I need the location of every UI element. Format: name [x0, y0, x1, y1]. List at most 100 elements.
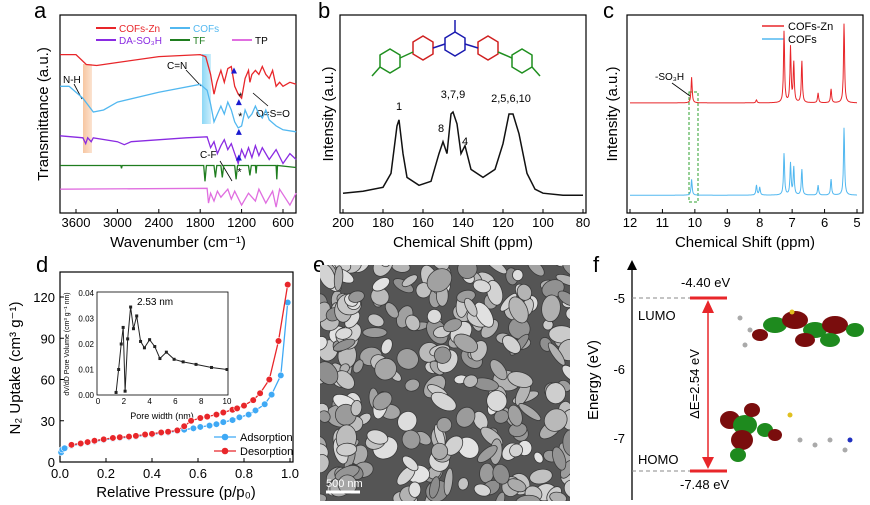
data-point	[219, 418, 227, 426]
particle	[348, 290, 365, 303]
inset-y-tick-label: 0.02	[78, 340, 94, 349]
particle	[547, 342, 566, 366]
asterisk-marker: *	[238, 91, 243, 103]
inset-data-point	[117, 368, 121, 371]
orbital-lobe	[846, 323, 864, 337]
y-tick-label: 0	[48, 455, 55, 470]
peak-label: 1	[396, 101, 402, 113]
nmr-1h-panel: Chemical Shift (ppm) Intensity (a.u.) -S…	[604, 14, 864, 251]
legend-marker	[221, 433, 229, 441]
spectrum-tf	[60, 164, 297, 182]
triangle-marker-icon	[235, 128, 242, 135]
inset-y-tick-label: 0.00	[78, 391, 94, 400]
legend-marker	[221, 447, 229, 455]
legend: Adsorption Desorption	[214, 432, 293, 458]
spectrum-cofs	[630, 127, 857, 196]
y-axis-title: Energy (eV)	[585, 340, 602, 420]
data-point	[228, 416, 237, 424]
inset-data-point	[210, 365, 214, 369]
data-point	[132, 432, 140, 440]
data-point	[203, 413, 211, 421]
y-tick-label: 120	[33, 290, 55, 305]
inset-x-tick-label: 2	[122, 397, 127, 406]
x-axis-title: Chemical Shift (ppm)	[675, 234, 815, 251]
peak-label: 2,5,6,10	[491, 93, 531, 105]
asterisk-marker: *	[237, 166, 242, 178]
particle	[541, 294, 561, 323]
so3h-highlight-box	[688, 91, 699, 203]
spectrum-cofs	[60, 83, 297, 133]
x-tick-label: 10	[688, 215, 702, 230]
x-tick-label: 6	[821, 215, 828, 230]
particle	[429, 476, 440, 499]
nmr-13c-panel: Chemical Shift (ppm) Intensity (a.u.) 18…	[320, 14, 590, 251]
particle	[474, 301, 494, 328]
x-tick-label: 11	[656, 215, 670, 230]
x-tick-label: 180	[372, 215, 394, 230]
orbital-lobe	[782, 311, 808, 329]
data-point	[77, 439, 85, 448]
legend-label: DA-SO₃H	[119, 36, 162, 47]
particle	[380, 338, 393, 355]
annotation-so3h: -SO₃H	[655, 72, 684, 83]
plot-frame	[59, 271, 294, 463]
panel-label-d: d	[36, 252, 48, 277]
particle	[552, 446, 567, 471]
inset-x-axis-title: Pore width (nm)	[130, 411, 194, 421]
x-tick-label: 9	[724, 215, 731, 230]
particle	[508, 296, 529, 324]
homo-energy: -7.48 eV	[680, 477, 729, 492]
orbital-lobe	[822, 316, 848, 334]
lumo-energy: -4.40 eV	[681, 275, 730, 290]
atom	[797, 437, 803, 443]
x-tick-label: 0.2	[97, 466, 115, 481]
data-point	[125, 432, 133, 441]
x-tick-label: 160	[412, 215, 434, 230]
data-point	[219, 408, 227, 417]
legend: COFs-Zn COFs DA-SO₃H TF TP	[96, 24, 268, 47]
data-point	[187, 417, 195, 425]
x-axis-title: Relative Pressure (p/p₀)	[96, 484, 256, 501]
spectrum-da_so3h	[60, 135, 297, 166]
particle	[549, 491, 567, 501]
inset-data-point	[153, 345, 157, 349]
particle	[443, 467, 454, 496]
particle	[553, 265, 570, 268]
orbital-lobe	[744, 403, 760, 417]
particle	[455, 406, 476, 428]
legend-label: COFs	[193, 24, 219, 35]
inset-x-tick-label: 0	[96, 397, 101, 406]
y-tick-label: 30	[41, 414, 55, 429]
particle	[352, 359, 364, 374]
particle	[507, 404, 523, 427]
particle	[320, 361, 339, 386]
inset-data-point	[139, 339, 143, 343]
x-tick-label: 120	[492, 215, 514, 230]
particle	[350, 399, 363, 417]
particle	[396, 348, 419, 370]
inset-data-point	[158, 357, 162, 361]
particle	[362, 327, 388, 338]
particle	[320, 265, 337, 290]
sem-image: 500 nm	[320, 265, 570, 501]
particle	[366, 429, 389, 445]
atom	[812, 442, 818, 448]
particle	[384, 302, 399, 319]
particle	[397, 411, 418, 432]
legend-label: TF	[193, 36, 205, 47]
y-axis-title: Intensity (a.u.)	[604, 66, 621, 161]
panel-label-b: b	[318, 0, 330, 23]
particle	[320, 493, 327, 501]
particle	[431, 442, 449, 460]
data-point	[277, 371, 285, 379]
data-point	[164, 428, 172, 436]
orbital-lobe	[763, 317, 787, 333]
particle	[320, 454, 330, 474]
inset-data-point	[119, 342, 123, 346]
inset-y-tick-label: 0.01	[78, 366, 94, 375]
data-point	[173, 426, 181, 434]
data-point	[256, 389, 264, 397]
particle	[561, 364, 570, 382]
particle	[372, 265, 394, 277]
